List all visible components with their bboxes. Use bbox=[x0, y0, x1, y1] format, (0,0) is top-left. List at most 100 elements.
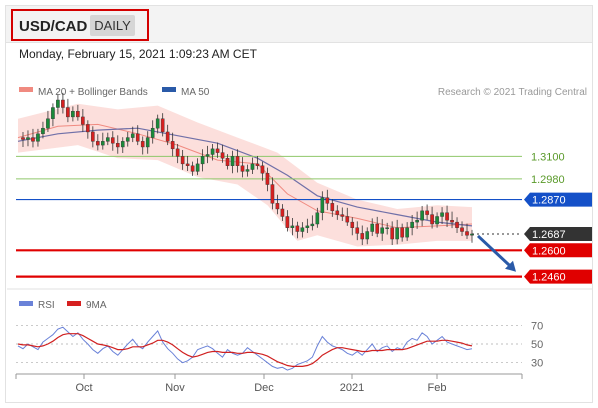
candle-body bbox=[190, 165, 195, 172]
candle-body bbox=[445, 212, 449, 221]
candle-body bbox=[265, 173, 270, 185]
candle-body bbox=[26, 137, 30, 140]
candle-body bbox=[415, 220, 419, 223]
candle-body bbox=[200, 156, 205, 165]
candle-body bbox=[86, 124, 90, 133]
candle-body bbox=[235, 156, 240, 166]
candle-body bbox=[101, 141, 105, 146]
candle-body bbox=[135, 133, 140, 142]
candle-body bbox=[460, 227, 464, 232]
rsi-panel: 70 50 30 bbox=[16, 320, 543, 371]
candle-body bbox=[46, 118, 50, 129]
candle-body bbox=[375, 223, 380, 234]
candle-body bbox=[310, 223, 315, 227]
candle-body bbox=[215, 148, 220, 153]
candle-body bbox=[81, 116, 85, 125]
candle-body bbox=[205, 154, 210, 157]
candle-body bbox=[275, 203, 280, 210]
instrument-symbol: USD/CAD bbox=[19, 18, 88, 35]
x-tick-label: Oct bbox=[75, 382, 92, 394]
candle-body bbox=[365, 231, 370, 240]
rsi-ma-line bbox=[17, 333, 473, 367]
candle-body bbox=[21, 137, 25, 140]
candle-body bbox=[350, 221, 355, 228]
candle-body bbox=[150, 127, 155, 138]
candle-body bbox=[465, 231, 469, 236]
copyright-label: Research © 2021 Trading Central bbox=[438, 87, 587, 98]
candle-body bbox=[315, 212, 320, 225]
candle-body bbox=[340, 214, 345, 217]
candle-body bbox=[305, 225, 310, 228]
candle-body bbox=[250, 163, 255, 170]
rsi-legend-swatch bbox=[19, 301, 33, 306]
timestamp: Monday, February 15, 2021 1:09:23 AM CET bbox=[19, 47, 257, 61]
ma50-legend-label: MA 50 bbox=[181, 87, 210, 98]
rsi-line bbox=[17, 326, 473, 371]
rsi-tick-label: 50 bbox=[531, 339, 543, 351]
candle-body bbox=[300, 227, 305, 232]
candle-body bbox=[160, 118, 165, 133]
chart-widget: USD/CAD DAILY Monday, February 15, 2021 … bbox=[5, 5, 593, 403]
level-label: 1.2870 bbox=[532, 195, 566, 207]
rsi-tick-label: 30 bbox=[531, 358, 543, 370]
candle-body bbox=[170, 141, 175, 150]
candle-body bbox=[345, 216, 350, 223]
candle-body bbox=[455, 221, 459, 228]
candle-body bbox=[290, 225, 295, 228]
x-tick-label: Dec bbox=[254, 382, 274, 394]
current-price-label: 1.2687 bbox=[532, 229, 566, 241]
candle-body bbox=[66, 107, 70, 118]
candle-body bbox=[185, 163, 190, 166]
level-label: 1.2980 bbox=[531, 174, 565, 186]
candle-body bbox=[195, 163, 200, 172]
candle-body bbox=[355, 227, 360, 234]
candle-body bbox=[71, 111, 75, 118]
candle-body bbox=[380, 227, 384, 234]
candle-body bbox=[91, 131, 95, 142]
candle-body bbox=[360, 233, 365, 240]
candle-body bbox=[410, 221, 414, 228]
candle-body bbox=[31, 137, 35, 142]
candle-body bbox=[280, 208, 285, 217]
forecast-arrow-shaft bbox=[476, 234, 514, 269]
rsi-tick-label: 70 bbox=[531, 320, 543, 332]
forecast-arrow-head bbox=[505, 260, 516, 272]
rsi-legend-label: RSI bbox=[38, 300, 55, 311]
price-panel: 1.3100 1.2980 1.2870 1.2600 1.2460 1.2687 bbox=[16, 92, 592, 284]
bollinger-legend-swatch bbox=[19, 87, 33, 92]
candle-body bbox=[36, 133, 40, 142]
level-label-box bbox=[524, 243, 592, 258]
candle-body bbox=[96, 141, 100, 146]
candle-body bbox=[330, 203, 335, 212]
candle-body bbox=[56, 99, 60, 108]
candle-body bbox=[165, 131, 170, 142]
candle-body bbox=[325, 197, 330, 204]
candle-body bbox=[335, 210, 340, 215]
x-tick-label: Feb bbox=[428, 382, 447, 394]
candle-body bbox=[61, 99, 65, 108]
candle-body bbox=[440, 212, 444, 217]
candle-body bbox=[400, 227, 404, 238]
x-tick-label: 2021 bbox=[340, 382, 364, 394]
chart-header: USD/CAD DAILY bbox=[6, 6, 592, 43]
timeframe-badge[interactable]: DAILY bbox=[90, 15, 135, 36]
candle-body bbox=[175, 148, 180, 157]
candle-body bbox=[260, 165, 265, 174]
candle-body bbox=[220, 152, 225, 159]
x-tick-label: Nov bbox=[165, 382, 185, 394]
candle-body bbox=[255, 163, 260, 166]
bollinger-band bbox=[18, 103, 472, 247]
candle-body bbox=[240, 165, 245, 172]
candle-body bbox=[425, 210, 429, 215]
candle-body bbox=[395, 227, 399, 240]
candle-body bbox=[140, 141, 145, 148]
candle-body bbox=[370, 223, 375, 232]
rsi-ma-legend-label: 9MA bbox=[86, 300, 107, 311]
candle-body bbox=[130, 133, 135, 138]
rsi-ma-legend-swatch bbox=[67, 301, 81, 306]
instrument-selector[interactable]: USD/CAD DAILY bbox=[11, 9, 149, 41]
candle-body bbox=[245, 169, 250, 172]
candle-body bbox=[385, 227, 389, 229]
candle-body bbox=[115, 143, 120, 148]
